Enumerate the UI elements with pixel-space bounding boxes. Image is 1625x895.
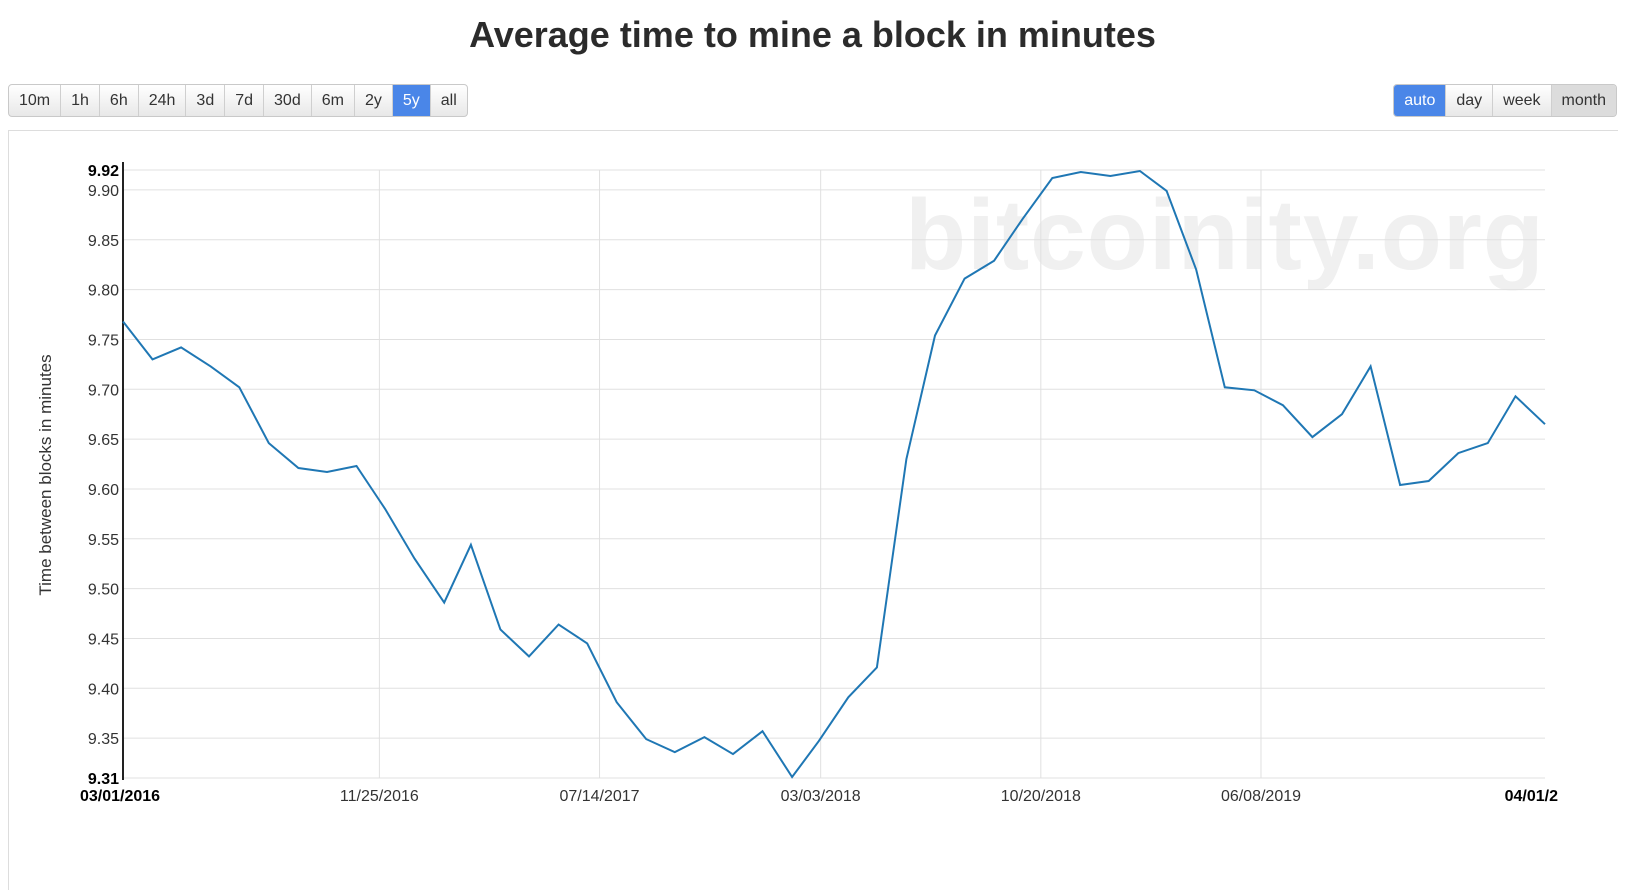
range-6h-button[interactable]: 6h: [100, 85, 139, 116]
x-tick-label: 04/01/2: [1505, 788, 1558, 805]
y-tick-label: 9.55: [88, 532, 119, 549]
y-tick-label: 9.65: [88, 432, 119, 449]
range-2y-button[interactable]: 2y: [355, 85, 393, 116]
y-axis-label: Time between blocks in minutes: [36, 354, 55, 595]
grid-layer: [123, 169, 1545, 779]
y-tick-label: 9.90: [88, 183, 119, 200]
range-10m-button[interactable]: 10m: [9, 85, 62, 116]
x-tick-label: 11/25/2016: [340, 788, 419, 805]
range-5y-button[interactable]: 5y: [392, 85, 431, 116]
axis-layer: 9.31 9.35 9.40 9.45 9.50 9.55 9.60 9.65 9.70 9.75…: [80, 162, 1558, 805]
range-7d-button[interactable]: 7d: [225, 85, 265, 116]
time-range-selector: 10m 1h 6h 24h 3d 7d 30d 6m 2y 5y all: [8, 84, 468, 117]
y-tick-label: 9.92: [88, 163, 119, 180]
range-all-button[interactable]: all: [440, 92, 457, 109]
series-line-0: [122, 169, 1546, 779]
y-tick-label: 9.70: [88, 382, 119, 399]
range-24h-button[interactable]: 24h: [139, 85, 187, 116]
series-layer: [122, 169, 1546, 779]
x-tick-label: 07/14/2017: [560, 788, 640, 805]
interval-month-button[interactable]: month: [1551, 85, 1616, 116]
range-1h-button[interactable]: 1h: [61, 85, 100, 116]
range-6m-button[interactable]: 6m: [312, 85, 355, 116]
x-tick-label: 06/08/2019: [1221, 788, 1301, 805]
y-tick-label: 9.60: [88, 482, 119, 499]
chart-frame: [8, 130, 1618, 890]
y-tick-label: 9.80: [88, 283, 119, 300]
y-tick-label: 9.35: [88, 731, 119, 748]
y-tick-label: 9.85: [88, 233, 119, 250]
x-tick-label: 03/03/2018: [781, 788, 861, 805]
y-tick-label: 9.75: [88, 332, 119, 349]
x-tick-label: 03/01/2016: [80, 788, 160, 805]
interval-selector: auto day week month: [1393, 84, 1617, 117]
y-tick-label: 9.31: [88, 771, 119, 788]
interval-day-button[interactable]: day: [1446, 85, 1494, 116]
range-30d-button[interactable]: 30d: [264, 85, 312, 116]
y-tick-label: 9.50: [88, 582, 119, 599]
page-title: Average time to mine a block in minutes: [469, 14, 1156, 55]
interval-week-button[interactable]: week: [1493, 85, 1552, 116]
y-tick-label: 9.45: [88, 631, 119, 648]
x-tick-label: 10/20/2018: [1001, 788, 1081, 805]
y-tick-label: 9.40: [88, 681, 119, 698]
range-3d-button[interactable]: 3d: [186, 85, 226, 116]
interval-auto-button[interactable]: auto: [1394, 85, 1447, 116]
